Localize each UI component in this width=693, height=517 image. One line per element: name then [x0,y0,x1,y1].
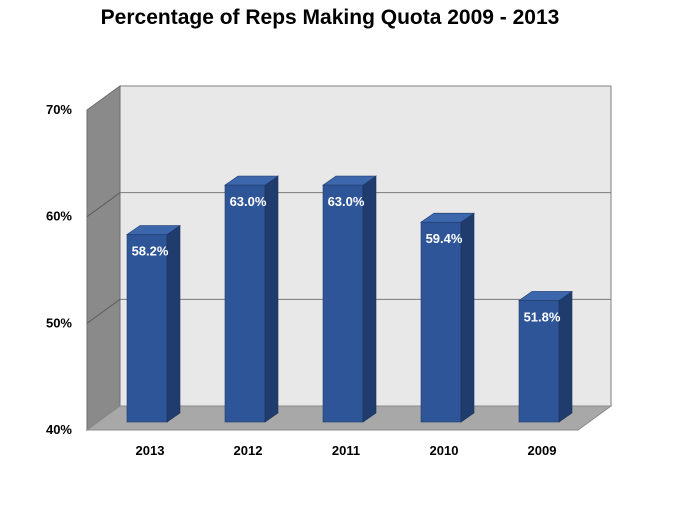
x-tick-label: 2013 [136,443,165,458]
bar-side [460,212,475,423]
bar-side [362,175,377,423]
bar-top [518,291,573,301]
bar-front [224,184,266,423]
bar-side [166,224,181,423]
bar [420,212,475,423]
data-label: 58.2% [132,244,169,259]
bar-front [420,221,462,423]
bar-front [518,300,560,423]
bar-top [420,212,475,223]
bar-side [264,175,279,423]
bar [224,175,279,423]
bar [518,290,573,423]
chart-title: Percentage of Reps Making Quota 2009 - 2… [100,6,560,29]
data-label: 63.0% [230,194,267,209]
data-label: 63.0% [328,194,365,209]
data-label: 59.4% [426,231,463,246]
gridline-side [86,192,121,218]
bar-side [558,290,573,423]
gridline-side [86,298,121,324]
data-label: 51.8% [524,309,561,324]
x-tick-label: 2012 [234,443,263,458]
y-tick-label: 50% [46,315,72,330]
x-tick-label: 2010 [430,443,459,458]
bar [126,224,181,423]
y-tick-label: 60% [46,209,72,224]
y-tick-label: 70% [46,102,72,117]
side-wall [86,85,121,431]
bar-top [322,175,377,186]
y-tick-label: 40% [46,422,72,437]
x-tick-label: 2011 [332,443,360,458]
x-tick-label: 2009 [528,443,557,458]
bar-front [322,184,364,423]
bar-top [224,175,279,186]
bar [322,175,377,423]
bar-front [126,234,168,423]
bar-top [126,225,181,235]
